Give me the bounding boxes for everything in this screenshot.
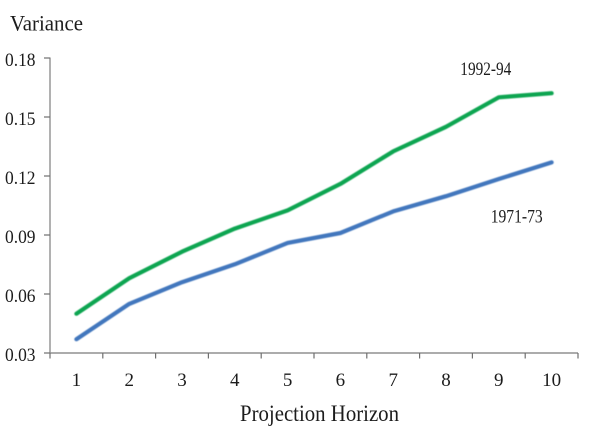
svg-text:1: 1 (72, 370, 82, 391)
svg-text:7: 7 (388, 370, 398, 391)
svg-text:5: 5 (283, 370, 293, 391)
svg-text:0.18: 0.18 (5, 50, 36, 71)
svg-text:8: 8 (441, 370, 451, 391)
svg-text:3: 3 (177, 370, 187, 391)
svg-text:10: 10 (542, 370, 561, 391)
svg-text:1992-94: 1992-94 (460, 60, 511, 80)
svg-text:6: 6 (336, 370, 346, 391)
svg-text:0.03: 0.03 (5, 345, 36, 366)
svg-text:9: 9 (494, 370, 504, 391)
svg-text:1971-73: 1971-73 (491, 208, 543, 228)
svg-text:4: 4 (230, 370, 240, 391)
svg-text:0.09: 0.09 (5, 227, 36, 248)
svg-text:0.12: 0.12 (5, 168, 36, 189)
svg-text:0.06: 0.06 (5, 286, 36, 307)
svg-text:0.15: 0.15 (5, 109, 36, 130)
svg-text:Variance: Variance (10, 11, 83, 36)
svg-text:Projection Horizon: Projection Horizon (240, 401, 399, 426)
svg-text:2: 2 (124, 370, 134, 391)
